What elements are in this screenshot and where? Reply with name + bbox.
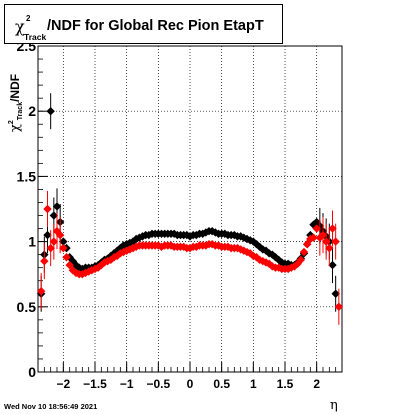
data-point bbox=[220, 229, 230, 238]
data-point bbox=[321, 237, 331, 246]
tick-labels: −2 −1.5 −1 −0.5 0 0.5 1 1.5 20.511.522.50 bbox=[17, 38, 321, 391]
y-tick-label-zero: 0 bbox=[28, 364, 36, 380]
y-tick-label: 1 bbox=[28, 234, 36, 250]
data-point bbox=[239, 246, 249, 255]
data-point bbox=[65, 260, 74, 270]
data-point bbox=[59, 237, 68, 246]
title-box: χ 2 Track /NDF for Global Rec Pion EtapT bbox=[4, 4, 283, 44]
data-point bbox=[328, 260, 337, 270]
x-tick-label: 1 bbox=[250, 377, 257, 391]
data-point bbox=[214, 241, 223, 250]
data-point bbox=[84, 267, 93, 276]
title-chi-symbol: χ bbox=[15, 17, 25, 36]
data-point bbox=[312, 224, 321, 233]
data-point bbox=[59, 243, 68, 253]
x-tick-label: −1 bbox=[120, 377, 134, 391]
x-tick-label: 0.5 bbox=[213, 377, 230, 391]
y-axis-label-sub: Track bbox=[17, 101, 24, 121]
data-point bbox=[233, 243, 242, 253]
data-point bbox=[49, 211, 59, 220]
data-point bbox=[52, 202, 62, 211]
x-axis-label: η bbox=[330, 398, 338, 413]
x-tick-label: −2 bbox=[56, 377, 70, 391]
data-point bbox=[318, 230, 328, 240]
series-group bbox=[36, 191, 344, 325]
data-point bbox=[261, 246, 271, 255]
data-point bbox=[40, 256, 49, 266]
data-point bbox=[185, 232, 195, 241]
y-axis-label-text: /NDF bbox=[8, 73, 22, 102]
data-point bbox=[43, 230, 52, 240]
axis-ticks bbox=[37, 45, 343, 372]
x-tick-label: −1.5 bbox=[83, 377, 107, 391]
data-point bbox=[62, 253, 71, 262]
x-tick-label: −0.5 bbox=[146, 377, 170, 391]
y-axis-label-symbol: χ bbox=[8, 124, 23, 132]
data-point bbox=[309, 233, 318, 242]
grid-lines bbox=[38, 45, 342, 372]
data-point bbox=[46, 107, 55, 116]
data-point bbox=[112, 246, 122, 255]
data-point bbox=[223, 242, 233, 252]
data-point bbox=[334, 302, 344, 311]
data-point bbox=[299, 247, 309, 257]
y-axis-label-sup: 2 bbox=[8, 120, 15, 125]
data-point bbox=[331, 237, 340, 246]
data-point bbox=[52, 226, 62, 236]
data-point bbox=[122, 246, 131, 255]
data-point bbox=[166, 241, 176, 250]
data-point bbox=[49, 237, 59, 246]
title-subscript: Track bbox=[24, 32, 47, 42]
y-tick-label: 2 bbox=[28, 103, 36, 119]
timestamp-footer: Wed Nov 10 18:56:49 2021 bbox=[4, 402, 98, 411]
data-point bbox=[43, 204, 52, 214]
data-point bbox=[138, 232, 147, 241]
data-point bbox=[55, 230, 65, 240]
chart-title: /NDF for Global Rec Pion EtapT bbox=[47, 18, 264, 34]
y-axis-label: χ2Track/NDF bbox=[8, 42, 28, 132]
data-point bbox=[103, 256, 112, 266]
series-group bbox=[36, 93, 340, 312]
x-tick-label: 2 bbox=[313, 377, 320, 391]
y-tick-label: 0.5 bbox=[17, 299, 37, 315]
data-point bbox=[328, 224, 337, 233]
data-point bbox=[36, 286, 46, 296]
data-point bbox=[46, 243, 55, 253]
data-point bbox=[242, 234, 252, 244]
data-point bbox=[331, 289, 340, 298]
data-series bbox=[36, 93, 344, 325]
x-tick-label: 1.5 bbox=[277, 377, 294, 391]
title-superscript: 2 bbox=[26, 14, 31, 23]
x-tick-label: 0 bbox=[187, 377, 194, 391]
data-point bbox=[296, 255, 306, 265]
data-point bbox=[325, 243, 334, 253]
y-tick-label: 1.5 bbox=[17, 168, 37, 184]
